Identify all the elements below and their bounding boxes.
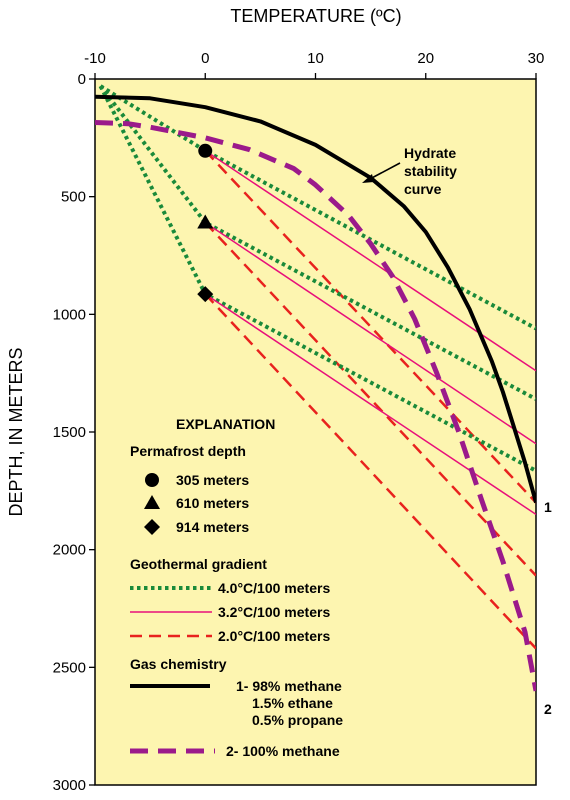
series-line-2-0-c-100-meters-305 bbox=[204, 149, 536, 504]
legend-gas2: 2- 100% methane bbox=[226, 743, 340, 759]
annotation-hydrate: Hydrate bbox=[404, 145, 456, 161]
legend-permafrost-610: 610 meters bbox=[176, 495, 249, 511]
y-tick-label: 3000 bbox=[53, 777, 86, 794]
legend-gas1-line1: 1- 98% methane bbox=[236, 678, 342, 694]
legend-gas-title: Gas chemistry bbox=[130, 656, 227, 672]
permafrost-marker-diamond bbox=[197, 286, 214, 303]
series-layer bbox=[95, 84, 536, 692]
annotation-stability: stability bbox=[404, 163, 457, 179]
y-tick-label: 1500 bbox=[53, 424, 86, 441]
series-line-4-0-c-100-meters-305 bbox=[99, 84, 536, 331]
marker-layer bbox=[197, 143, 214, 303]
legend-gradient-4-0: 4.0°C/100 meters bbox=[218, 580, 330, 596]
legend-circle-marker bbox=[145, 473, 159, 487]
y-tick-label: 2000 bbox=[53, 542, 86, 559]
legend-gradient-title: Geothermal gradient bbox=[130, 556, 267, 572]
y-axis-title: DEPTH, IN METERS bbox=[6, 347, 26, 516]
hydrate-arrow-line bbox=[367, 162, 401, 181]
legend-triangle-marker bbox=[144, 495, 160, 509]
x-tick-label: 0 bbox=[201, 50, 209, 67]
y-tick-label: 0 bbox=[78, 71, 86, 88]
permafrost-marker-triangle bbox=[197, 214, 214, 229]
x-tick-label: 10 bbox=[307, 50, 324, 67]
legend-gas1-line3: 0.5% propane bbox=[252, 712, 343, 728]
legend-permafrost-305: 305 meters bbox=[176, 472, 249, 488]
tick-layer: -10 0 10 20 30 0 500 1000 1500 2000 2500 3000 bbox=[53, 50, 545, 794]
x-tick-label: -10 bbox=[84, 50, 106, 67]
series-line-2-0-c-100-meters-914 bbox=[204, 293, 536, 650]
legend-permafrost-914: 914 meters bbox=[176, 519, 249, 535]
x-tick-label: 20 bbox=[417, 50, 434, 67]
legend-permafrost-title: Permafrost depth bbox=[130, 443, 246, 459]
x-axis-title: TEMPERATURE (ºC) bbox=[230, 6, 401, 26]
legend-gradient-2-0: 2.0°C/100 meters bbox=[218, 628, 330, 644]
legend-title: EXPLANATION bbox=[176, 416, 275, 432]
x-tick-label: 30 bbox=[528, 50, 545, 67]
y-tick-label: 2500 bbox=[53, 659, 86, 676]
curve-label-1: 1 bbox=[544, 499, 552, 515]
legend: EXPLANATION Permafrost depth 305 meters … bbox=[130, 416, 343, 759]
curve-label-2: 2 bbox=[544, 701, 552, 717]
y-tick-label: 500 bbox=[61, 189, 86, 206]
plot-background bbox=[94, 78, 537, 786]
y-tick-label: 1000 bbox=[53, 306, 86, 323]
series-line-3-2-c-100-meters-610 bbox=[204, 221, 536, 445]
legend-gas1-line2: 1.5% ethane bbox=[252, 695, 333, 711]
legend-diamond-marker bbox=[144, 519, 160, 535]
series-line-2-0-c-100-meters-610 bbox=[204, 221, 536, 577]
series-line-2-100-methane bbox=[95, 120, 536, 692]
series-line-1-98-methane bbox=[95, 94, 536, 504]
legend-gradient-3-2: 3.2°C/100 meters bbox=[218, 604, 330, 620]
annotation-curve: curve bbox=[404, 181, 442, 197]
permafrost-marker-circle bbox=[198, 143, 213, 158]
hydrate-arrow-head bbox=[362, 174, 374, 183]
series-line-3-2-c-100-meters-914 bbox=[204, 293, 536, 516]
